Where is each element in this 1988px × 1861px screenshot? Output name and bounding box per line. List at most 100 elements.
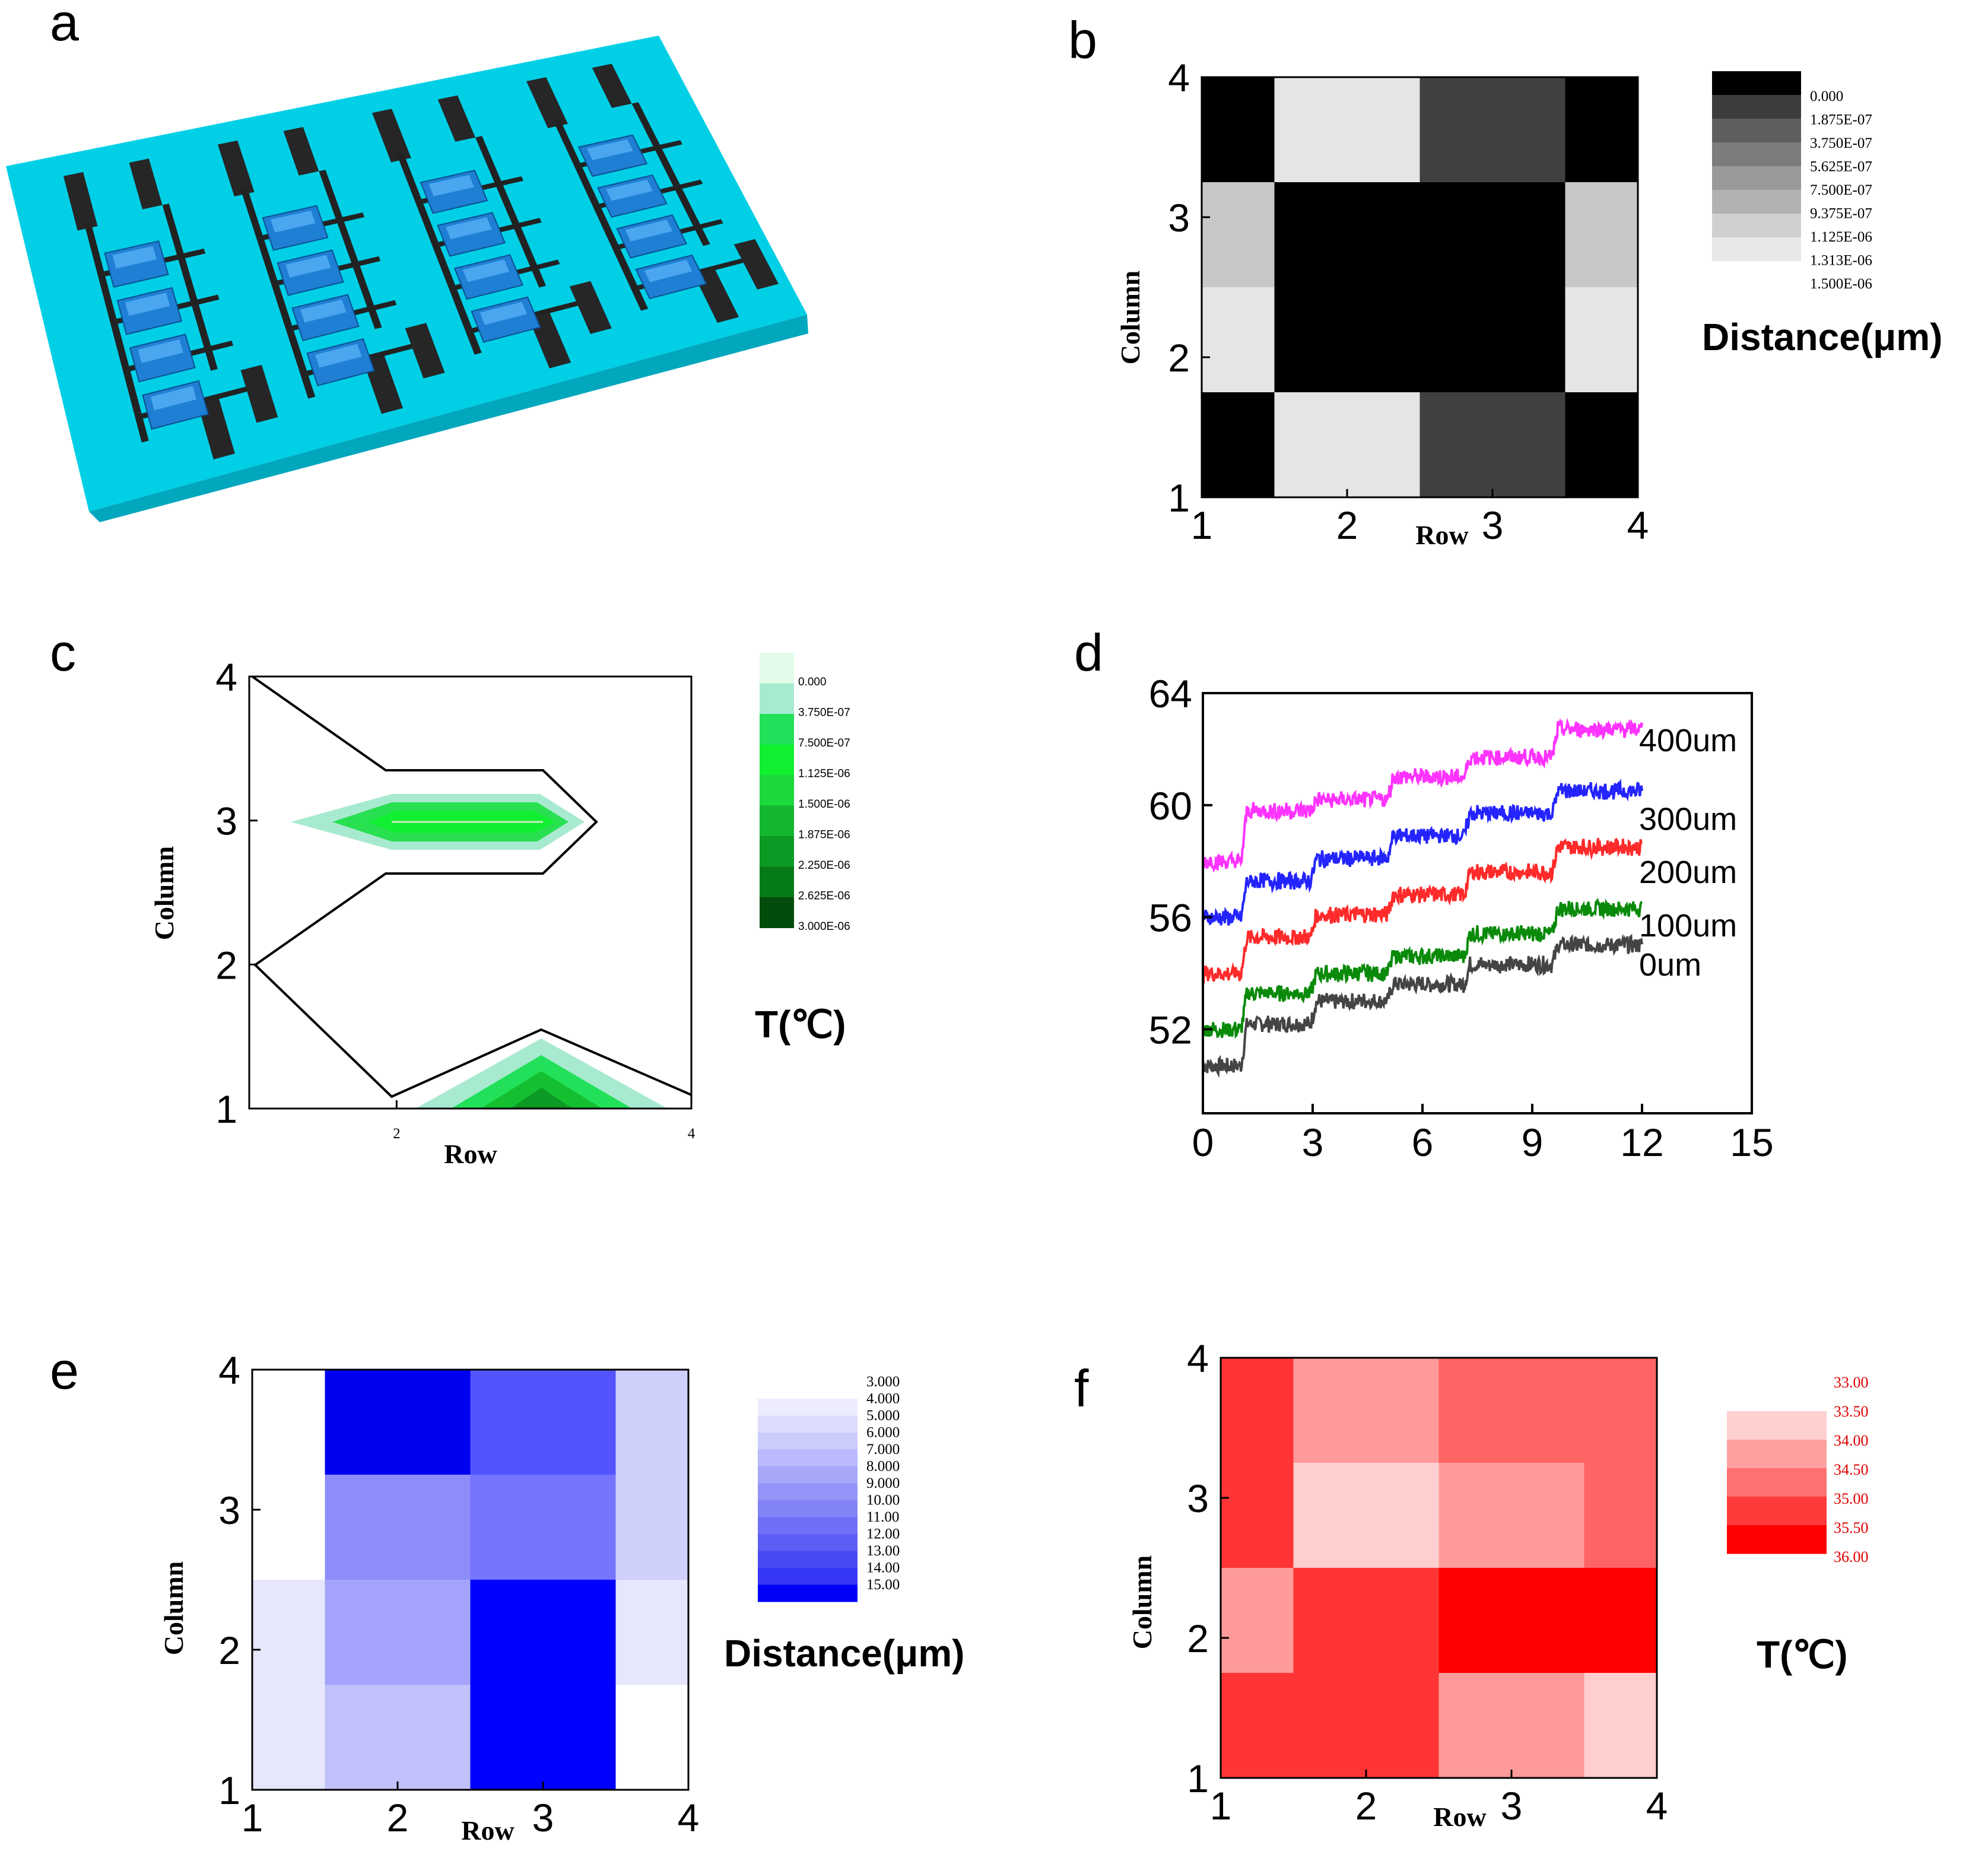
colorbar-segment — [758, 1433, 858, 1450]
heatmap-cell — [1419, 182, 1565, 288]
y-tick-label: 56 — [1149, 896, 1192, 940]
b-plot-frame — [1201, 76, 1639, 498]
x-tick-label: 12 — [1620, 1120, 1663, 1164]
colorbar-segment — [758, 1483, 858, 1501]
electrode-pad — [437, 95, 475, 142]
colorbar-label: 1.500E-06 — [798, 798, 850, 811]
sensor-highlight — [462, 259, 510, 282]
c-colorbar: 0.000 3.750E-07 7.500E-07 1.125E-06 1.500E-0… — [760, 653, 850, 933]
colorbar-label: 0.000 — [798, 676, 827, 688]
colorbar-label: 8.000 — [866, 1459, 900, 1475]
heatmap-cell — [615, 1370, 689, 1475]
sensor-highlight — [300, 299, 347, 323]
y-tick-label: 1 — [1168, 476, 1190, 520]
y-tick-label: 2 — [215, 943, 237, 987]
d-axes: 0 3 6 9 12 15 52 56 60 64 — [1149, 672, 1774, 1164]
e-axes: 1 2 3 4 1 2 3 4 — [218, 1348, 699, 1840]
panel-label-e: e — [50, 1341, 79, 1400]
heatmap-cell — [1565, 77, 1638, 183]
c-ylabel: Column — [149, 846, 179, 940]
heatmap-cell — [325, 1475, 471, 1580]
x-tick-label: 4 — [1627, 503, 1649, 547]
heatmap-cell — [615, 1685, 689, 1790]
colorbar-label: 15.00 — [866, 1577, 900, 1593]
x-tick-label: 0 — [1192, 1120, 1214, 1164]
heatmap-cell — [1565, 287, 1638, 393]
sensor-highlight — [625, 220, 672, 242]
x-tick-label: 1 — [1210, 1784, 1232, 1828]
y-tick-label: 4 — [1168, 56, 1190, 100]
colorbar-label: 14.00 — [866, 1560, 900, 1576]
y-tick-label: 52 — [1149, 1008, 1192, 1052]
colorbar-segment — [758, 1568, 858, 1585]
electrode-pad — [405, 323, 445, 379]
e-xlabel: Row — [461, 1815, 514, 1846]
f-plot-frame — [1220, 1357, 1658, 1779]
heatmap-cell — [470, 1685, 616, 1790]
sensor-highlight — [150, 386, 196, 411]
colorbar-label: 7.500E-07 — [798, 737, 850, 750]
heatmap-cell — [1438, 1568, 1584, 1673]
x-tick-label: 4 — [1646, 1784, 1668, 1828]
series-line — [1202, 778, 1643, 926]
b-xlabel: Row — [1415, 520, 1468, 550]
colorbar-segment — [1712, 142, 1801, 167]
colorbar-segment — [758, 1466, 858, 1484]
colorbar-segment — [1712, 190, 1801, 214]
heatmap-cell — [1419, 77, 1565, 183]
colorbar-label: 1.875E-07 — [1810, 112, 1872, 128]
panel-f-heatmap: 1 2 3 4 1 2 3 4 Row Column 33.00 33.50 34.00 34.50… — [1127, 1336, 1869, 1832]
heatmap-cell — [1293, 1463, 1439, 1568]
sensor-highlight — [587, 139, 633, 160]
heatmap-cell — [1565, 392, 1638, 498]
colorbar-label: 1.500E-06 — [1810, 276, 1872, 292]
electrode-pad — [569, 281, 612, 334]
y-tick-label: 3 — [1168, 196, 1190, 240]
d-plot-frame — [1202, 692, 1753, 1114]
colorbar-label: 0.000 — [1810, 88, 1843, 104]
x-tick-label: 9 — [1522, 1120, 1544, 1164]
electrode-pad — [733, 239, 779, 290]
substrate-edge — [89, 315, 808, 522]
sensor-highlight — [285, 255, 331, 278]
colorbar-label: 7.000 — [866, 1441, 900, 1457]
panel-b-heatmap: 1 2 3 4 1 2 3 4 Row Column 0.000 1.875E-07 3.750E… — [1115, 56, 1942, 550]
heatmap-cell — [1293, 1673, 1439, 1779]
heatmap-cell — [1438, 1358, 1584, 1463]
x-tick-label: 2 — [393, 1126, 401, 1142]
sensor-highlight — [125, 293, 170, 316]
colorbar-segment — [1727, 1525, 1827, 1554]
colorbar-segment — [758, 1584, 858, 1602]
y-tick-label: 60 — [1149, 784, 1192, 828]
series-label: 0um — [1639, 947, 1701, 983]
x-tick-label: 3 — [1302, 1120, 1324, 1164]
series-label: 200um — [1639, 855, 1737, 890]
colorbar-segment — [1727, 1440, 1827, 1469]
colorbar-label: 13.00 — [866, 1543, 900, 1559]
electrode-pad — [63, 172, 98, 231]
x-tick-label: 2 — [387, 1796, 409, 1840]
colorbar-label: 5.000 — [866, 1408, 900, 1424]
colorbar-label: 2.625E-06 — [798, 890, 850, 903]
x-tick-label: 6 — [1412, 1120, 1434, 1164]
series-line — [1202, 933, 1643, 1078]
heatmap-cell — [1274, 77, 1420, 183]
trace-line — [553, 119, 649, 311]
colorbar-label: 7.500E-07 — [1810, 182, 1872, 198]
y-tick-label: 2 — [1168, 336, 1190, 380]
colorbar-segment — [760, 775, 794, 806]
colorbar-label: 1.313E-06 — [1810, 253, 1872, 269]
panel-label-b: b — [1068, 11, 1097, 69]
colorbar-segment — [1712, 119, 1801, 143]
heatmap-cell — [1202, 77, 1275, 183]
colorbar-segment — [1712, 214, 1801, 238]
colorbar-segment — [760, 714, 794, 745]
trace-line — [631, 102, 710, 246]
colorbar-label: 3.000 — [866, 1374, 900, 1390]
heatmap-cell — [325, 1685, 471, 1790]
colorbar-segment — [760, 897, 794, 928]
electrode-pad — [526, 77, 568, 128]
